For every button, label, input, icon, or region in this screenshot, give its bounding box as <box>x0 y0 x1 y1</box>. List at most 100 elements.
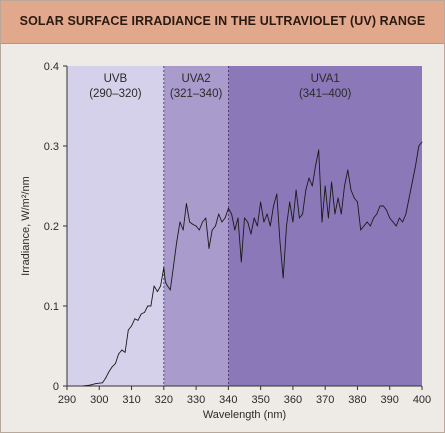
data-point <box>402 221 404 223</box>
y-tick-label: 0.4 <box>44 61 59 73</box>
data-point <box>208 248 210 249</box>
data-point <box>147 305 149 307</box>
data-point <box>153 285 155 287</box>
x-tick-label: 350 <box>251 394 269 406</box>
title-bar: SOLAR SURFACE IRRADIANCE IN THE ULTRAVIO… <box>1 1 444 44</box>
data-point <box>257 225 258 227</box>
data-point <box>231 213 232 215</box>
data-point <box>218 213 220 215</box>
data-point <box>82 385 84 387</box>
y-tick-label: 0.2 <box>44 221 59 233</box>
data-point <box>227 208 229 209</box>
data-point <box>156 291 158 292</box>
data-point <box>395 225 397 227</box>
x-tick-label: 340 <box>219 394 237 406</box>
data-point <box>237 217 239 219</box>
data-point <box>202 221 203 223</box>
data-point <box>311 185 313 187</box>
data-point <box>421 141 423 143</box>
y-tick-label: 0.3 <box>44 141 59 153</box>
data-point <box>221 221 223 223</box>
region-range-uva1: (341–400) <box>299 88 352 100</box>
data-point <box>308 177 310 179</box>
x-tick-label: 390 <box>381 394 399 406</box>
data-point <box>276 193 278 195</box>
data-point <box>121 349 123 351</box>
data-point <box>273 205 274 207</box>
data-point <box>347 169 349 171</box>
data-point <box>282 277 284 279</box>
irradiance-series-line <box>83 141 423 387</box>
x-tick-label: 310 <box>122 394 140 406</box>
data-point <box>366 221 368 223</box>
data-point <box>166 284 168 286</box>
data-point <box>298 217 300 219</box>
data-point <box>198 229 200 231</box>
x-tick-label: 360 <box>284 394 302 406</box>
data-point <box>95 383 97 384</box>
x-tick-label: 300 <box>90 394 108 406</box>
x-tick-label: 370 <box>316 394 334 406</box>
data-point <box>337 197 339 199</box>
data-point <box>386 209 387 211</box>
data-point <box>318 149 320 151</box>
data-point <box>163 267 165 268</box>
data-point <box>124 352 126 353</box>
x-tick-label: 330 <box>187 394 205 406</box>
data-point <box>295 189 297 191</box>
data-point <box>376 213 378 215</box>
data-point <box>215 225 216 227</box>
data-point <box>379 205 381 207</box>
data-point <box>165 281 166 283</box>
data-point <box>389 217 391 219</box>
data-point <box>211 229 213 231</box>
region-range-uva2: (321–340) <box>170 88 223 100</box>
y-tick-label: 0.1 <box>44 301 59 313</box>
data-point <box>137 320 139 321</box>
data-point <box>302 213 303 215</box>
region-uva1 <box>228 66 422 386</box>
data-point <box>144 312 145 313</box>
data-point <box>373 217 374 219</box>
data-point <box>369 225 371 227</box>
region-uvb <box>67 66 164 386</box>
data-point <box>127 329 129 331</box>
data-point <box>140 313 142 315</box>
data-point <box>102 382 103 384</box>
x-tick-label: 320 <box>155 394 173 406</box>
data-point <box>334 213 336 215</box>
chart-title: SOLAR SURFACE IRRADIANCE IN THE ULTRAVIO… <box>19 14 426 28</box>
data-point <box>247 221 249 223</box>
data-point <box>305 189 307 191</box>
y-axis-label: Irradiance, W/m²/nm <box>20 176 32 276</box>
data-point <box>105 377 107 379</box>
data-point <box>399 217 400 219</box>
data-point <box>150 305 152 307</box>
data-point <box>224 217 226 219</box>
data-point <box>234 229 236 231</box>
region-label-uva2: UVA2 <box>181 73 210 85</box>
data-point <box>286 225 287 227</box>
data-point <box>405 213 407 215</box>
x-tick-label: 380 <box>348 394 366 406</box>
data-point <box>115 363 116 364</box>
data-point <box>195 225 197 227</box>
data-point <box>173 265 174 267</box>
data-point <box>111 366 113 368</box>
data-point <box>182 229 184 231</box>
data-point <box>89 384 90 386</box>
data-point <box>350 189 352 191</box>
data-point <box>263 221 265 223</box>
data-point <box>240 261 242 263</box>
data-point <box>279 241 281 243</box>
data-point <box>408 197 410 199</box>
data-point <box>176 241 178 243</box>
data-point <box>392 221 394 223</box>
data-point <box>331 181 333 183</box>
region-label-uva1: UVA1 <box>311 73 340 85</box>
data-point <box>250 233 252 235</box>
data-point <box>179 221 181 223</box>
x-tick-label: 290 <box>58 394 76 406</box>
